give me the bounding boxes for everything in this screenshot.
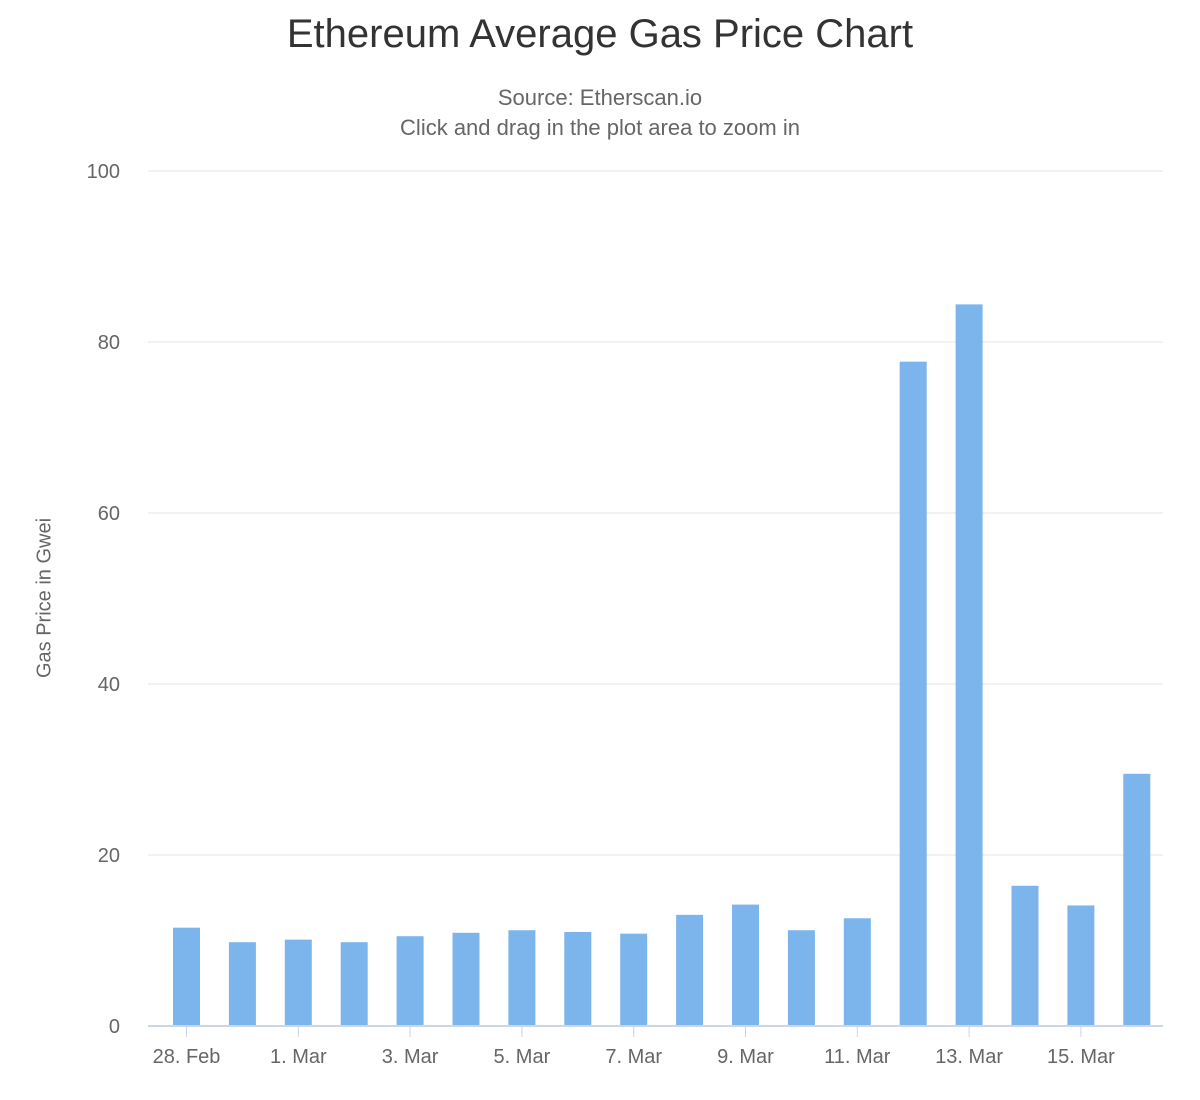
y-axis-tick-label: 40 xyxy=(98,674,120,696)
bar-1-mar[interactable] xyxy=(284,939,312,1026)
bar-9-mar[interactable] xyxy=(732,904,759,1026)
bar-7-mar[interactable] xyxy=(620,933,648,1026)
bar-15-mar[interactable] xyxy=(1067,905,1095,1026)
bar-13-mar[interactable] xyxy=(955,304,983,1026)
bar-29-feb[interactable] xyxy=(228,942,256,1026)
x-axis-tick-label: 5. Mar xyxy=(494,1046,551,1068)
x-axis-tick-label: 9. Mar xyxy=(717,1046,774,1068)
bar-4-mar[interactable] xyxy=(452,932,480,1026)
bar-6-mar[interactable] xyxy=(564,931,592,1026)
y-axis-tick-label: 80 xyxy=(98,332,120,354)
x-axis-tick-label: 1. Mar xyxy=(270,1046,327,1068)
x-axis-tick-label: 28. Feb xyxy=(153,1046,221,1068)
y-axis-tick-label: 0 xyxy=(109,1016,120,1038)
chart-subtitle: Source: Etherscan.io Click and drag in t… xyxy=(0,83,1200,143)
chart-subtitle-zoom-hint: Click and drag in the plot area to zoom … xyxy=(400,115,800,140)
x-axis-tick-label: 13. Mar xyxy=(935,1046,1003,1068)
x-axis-tick-label: 7. Mar xyxy=(605,1046,662,1068)
bar-11-mar[interactable] xyxy=(843,918,871,1026)
x-axis-tick-label: 15. Mar xyxy=(1047,1046,1115,1068)
chart-subtitle-source: Source: Etherscan.io xyxy=(497,85,703,110)
x-axis-tick-label: 3. Mar xyxy=(382,1046,439,1068)
bar-16-mar[interactable] xyxy=(1123,773,1151,1026)
bar-8-mar[interactable] xyxy=(676,914,704,1026)
chart-title: Ethereum Average Gas Price Chart xyxy=(286,12,914,56)
y-axis-tick-label: 100 xyxy=(87,161,120,183)
bar-2-mar[interactable] xyxy=(340,942,368,1026)
bar-14-mar[interactable] xyxy=(1011,885,1039,1026)
bar-10-mar[interactable] xyxy=(787,930,815,1026)
bar-3-mar[interactable] xyxy=(396,936,424,1026)
bar-12-mar[interactable] xyxy=(899,361,927,1026)
y-axis-tick-label: 20 xyxy=(98,845,120,867)
bar-28-feb[interactable] xyxy=(173,927,200,1026)
y-axis-tick-label: 60 xyxy=(98,503,120,525)
x-axis-tick-label: 11. Mar xyxy=(824,1046,891,1068)
bar-5-mar[interactable] xyxy=(508,930,536,1026)
